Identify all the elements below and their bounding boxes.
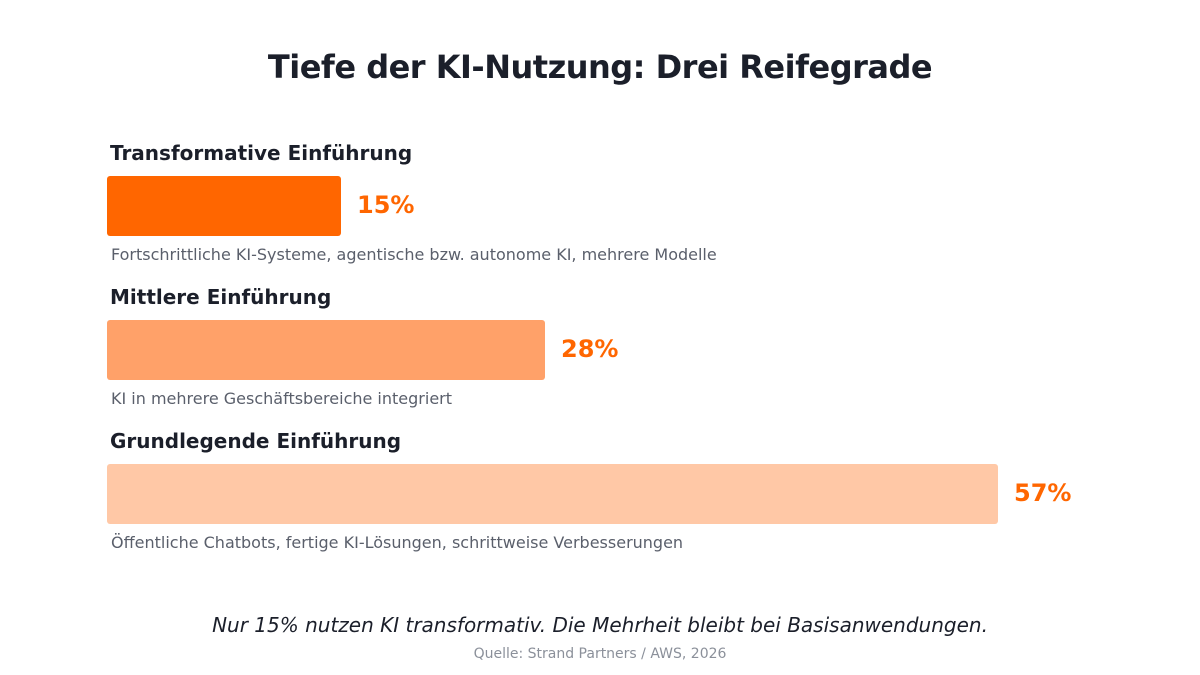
bar-category-label: Transformative Einführung <box>110 141 413 165</box>
chart-source: Quelle: Strand Partners / AWS, 2026 <box>473 646 727 662</box>
bar-category-label: Grundlegende Einführung <box>110 429 402 453</box>
bar-value-label: 28% <box>561 335 619 363</box>
bar-grundlegende <box>107 464 998 524</box>
bar-description: Öffentliche Chatbots, fertige KI-Lösunge… <box>111 533 684 552</box>
chart-title: Tiefe der KI-Nutzung: Drei Reifegrade <box>267 48 933 86</box>
bar-category-label: Mittlere Einführung <box>110 285 332 309</box>
bar-description: Fortschrittliche KI-Systeme, agentische … <box>111 245 717 264</box>
bar-transformative <box>107 176 341 236</box>
bar-mittlere <box>107 320 545 380</box>
chart-takeaway: Nur 15% nutzen KI transformativ. Die Meh… <box>212 613 988 637</box>
bar-row-transformative: Transformative Einführung 15% Fortschrit… <box>0 141 1200 271</box>
bar-value-label: 57% <box>1014 479 1072 507</box>
bar-value-label: 15% <box>357 191 415 219</box>
bar-row-mittlere: Mittlere Einführung 28% KI in mehrere Ge… <box>0 285 1200 415</box>
bar-description: KI in mehrere Geschäftsbereiche integrie… <box>111 389 453 408</box>
bar-row-grundlegende: Grundlegende Einführung 57% Öffentliche … <box>0 429 1200 559</box>
